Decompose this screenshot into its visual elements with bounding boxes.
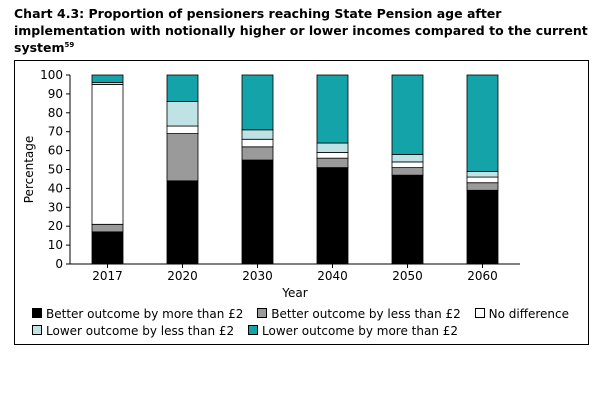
bar-segment <box>166 180 199 265</box>
bar-segment <box>391 167 424 176</box>
x-tick-label: 2017 <box>92 269 123 283</box>
bar-segment <box>91 74 124 83</box>
x-tick-label: 2040 <box>317 269 348 283</box>
x-axis-title: Year <box>281 286 307 300</box>
chart-legend: Better outcome by more than £2 Better ou… <box>32 306 587 340</box>
y-axis-title: Percentage <box>22 136 36 204</box>
legend-swatch <box>32 308 42 318</box>
legend-label: Better outcome by less than £2 <box>271 307 461 321</box>
bar-segment <box>91 231 124 265</box>
legend-label: No difference <box>488 307 570 321</box>
legend-label: Lower outcome by less than £2 <box>46 324 235 338</box>
y-tick-label: 90 <box>48 87 63 101</box>
bar-segment <box>166 125 199 134</box>
bar-segment <box>466 189 499 265</box>
x-tick-label: 2030 <box>242 269 273 283</box>
bar-segment <box>391 153 424 163</box>
legend-label: Better outcome by more than £2 <box>46 307 244 321</box>
bar-segment <box>241 129 274 140</box>
bar-segment <box>316 152 349 159</box>
bar-segment <box>166 101 199 127</box>
legend-row-2: Lower outcome by less than £2 Lower outc… <box>32 323 587 340</box>
y-tick-label: 60 <box>48 144 63 158</box>
legend-item-no-difference: No difference <box>474 306 570 323</box>
bar-segment <box>466 170 499 178</box>
chart-title-text: Chart 4.3: Proportion of pensioners reac… <box>14 6 588 55</box>
legend-swatch <box>474 308 485 318</box>
bar-segment <box>466 182 499 191</box>
bar-segment <box>241 146 274 161</box>
legend-swatch <box>248 325 258 335</box>
legend-item-better-less: Better outcome by less than £2 <box>257 306 461 323</box>
legend-row-1: Better outcome by more than £2 Better ou… <box>32 306 587 323</box>
y-tick-label: 10 <box>48 238 63 252</box>
bar-segment <box>166 133 199 182</box>
legend-item-lower-less: Lower outcome by less than £2 <box>32 323 234 340</box>
y-tick-label: 50 <box>48 163 63 177</box>
bar-segment <box>391 74 424 155</box>
y-tick-label: 100 <box>40 68 63 82</box>
bar-segment <box>316 142 349 153</box>
legend-item-lower-more: Lower outcome by more than £2 <box>248 323 458 340</box>
bar-segment <box>391 161 424 169</box>
y-tick-label: 30 <box>48 200 63 214</box>
bar-segment <box>316 74 349 144</box>
bar-segment <box>241 138 274 148</box>
legend-item-better-more: Better outcome by more than £2 <box>32 306 243 323</box>
chart-title: Chart 4.3: Proportion of pensioners reac… <box>14 5 592 56</box>
bar-segment <box>466 74 499 172</box>
legend-label: Lower outcome by more than £2 <box>262 324 459 338</box>
y-tick-label: 0 <box>55 257 63 271</box>
y-tick-label: 40 <box>48 181 63 195</box>
bar-segment <box>91 84 124 225</box>
chart-frame <box>14 60 589 345</box>
legend-swatch <box>257 308 268 318</box>
y-tick-label: 70 <box>48 125 63 139</box>
bar-segment <box>391 174 424 265</box>
bar-segment <box>316 157 349 169</box>
legend-swatch <box>32 325 42 335</box>
x-tick-label: 2060 <box>467 269 498 283</box>
x-tick-label: 2050 <box>392 269 423 283</box>
bar-segment <box>166 74 199 102</box>
bar-segment <box>466 176 499 184</box>
title-footnote: 59 <box>64 40 75 49</box>
y-tick-label: 80 <box>48 106 63 120</box>
y-tick-label: 20 <box>48 219 63 233</box>
x-tick-label: 2020 <box>167 269 198 283</box>
bar-segment <box>316 167 349 265</box>
bar-segment <box>241 74 274 131</box>
bar-segment <box>241 159 274 265</box>
bar-segment <box>91 223 124 233</box>
